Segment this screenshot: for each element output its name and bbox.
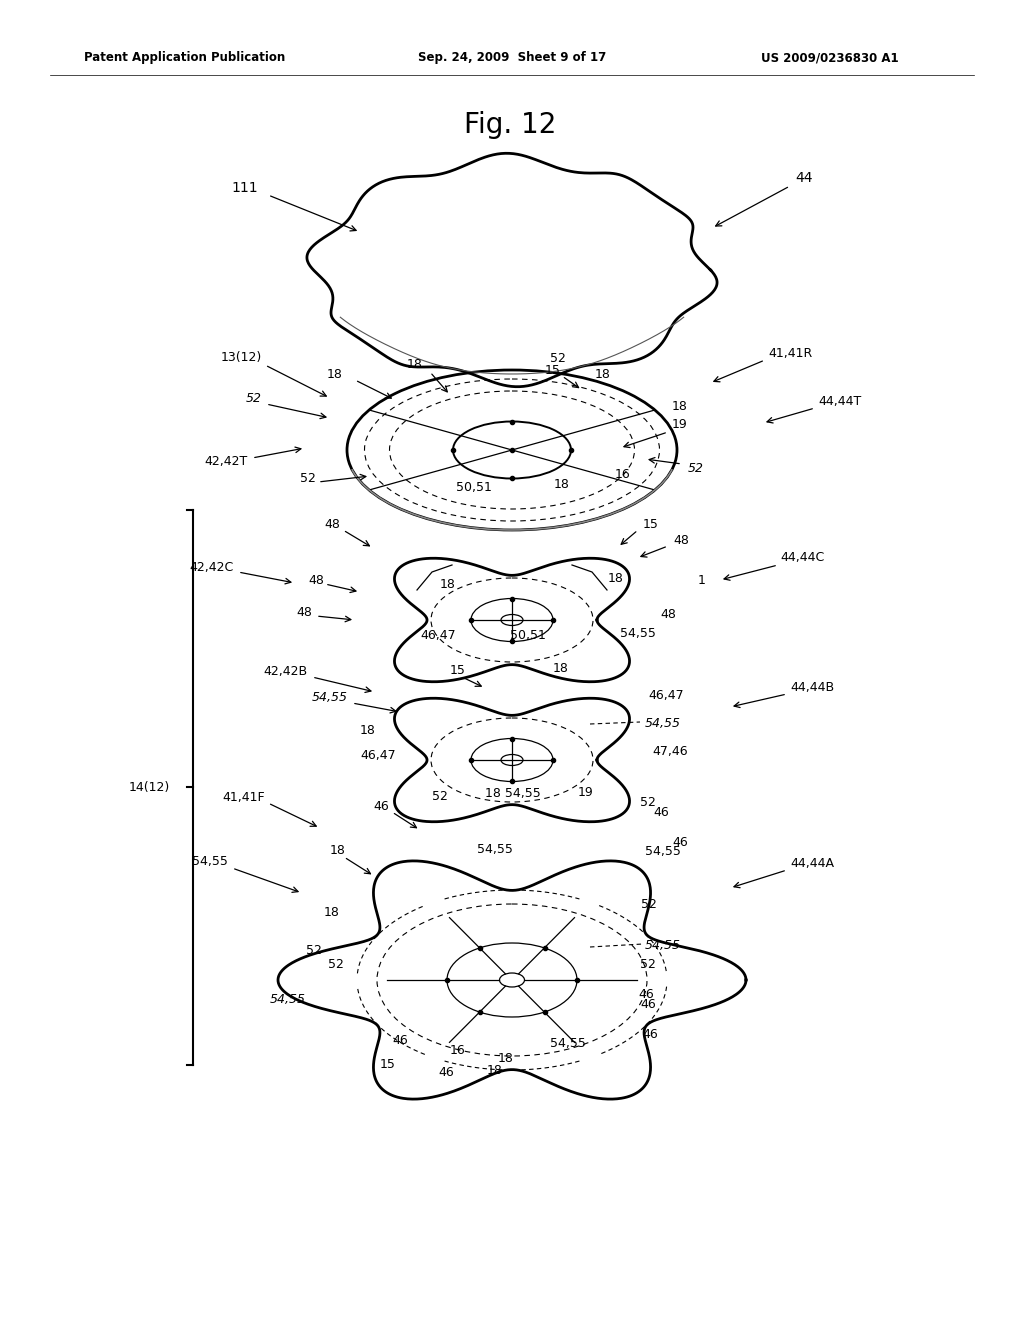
Text: 54,55: 54,55 xyxy=(550,1038,586,1051)
Text: 52: 52 xyxy=(550,351,566,364)
Text: 44,44T: 44,44T xyxy=(818,396,861,408)
Text: 42,42C: 42,42C xyxy=(189,561,234,573)
Text: 48: 48 xyxy=(296,606,312,619)
Text: 54,55: 54,55 xyxy=(620,627,656,640)
Text: 47,46: 47,46 xyxy=(652,746,688,759)
Text: 54,55: 54,55 xyxy=(312,692,348,705)
Text: Sep. 24, 2009  Sheet 9 of 17: Sep. 24, 2009 Sheet 9 of 17 xyxy=(418,51,606,65)
Text: 16: 16 xyxy=(615,467,631,480)
Text: 46: 46 xyxy=(392,1034,408,1047)
Text: 48: 48 xyxy=(308,573,324,586)
Text: 52: 52 xyxy=(432,789,447,803)
Text: 52: 52 xyxy=(300,471,315,484)
Text: 18: 18 xyxy=(554,478,570,491)
Text: 18 54,55: 18 54,55 xyxy=(485,787,541,800)
Text: 46: 46 xyxy=(640,998,655,1011)
Text: US 2009/0236830 A1: US 2009/0236830 A1 xyxy=(761,51,899,65)
Text: 48: 48 xyxy=(660,607,676,620)
Text: 52: 52 xyxy=(640,958,656,972)
Text: 42,42T: 42,42T xyxy=(205,455,248,469)
Text: 46: 46 xyxy=(438,1067,454,1080)
Text: 18: 18 xyxy=(608,572,624,585)
Text: 54,55: 54,55 xyxy=(645,845,681,858)
Text: 42,42B: 42,42B xyxy=(264,665,308,678)
Text: 46: 46 xyxy=(642,1028,657,1041)
Text: 44,44C: 44,44C xyxy=(780,552,824,565)
Text: 46: 46 xyxy=(672,836,688,849)
Text: 14(12): 14(12) xyxy=(129,780,170,793)
Text: 18: 18 xyxy=(440,578,456,591)
Text: 46: 46 xyxy=(373,800,389,813)
Text: 52: 52 xyxy=(641,899,656,912)
Text: 52: 52 xyxy=(246,392,262,404)
Text: 18: 18 xyxy=(487,1064,503,1077)
Text: 18: 18 xyxy=(498,1052,514,1064)
Text: 52: 52 xyxy=(306,944,322,957)
Text: 18: 18 xyxy=(595,368,611,381)
Text: 18: 18 xyxy=(327,368,343,381)
Text: 18: 18 xyxy=(360,723,376,737)
Text: 41,41F: 41,41F xyxy=(222,791,265,804)
Text: 15: 15 xyxy=(380,1059,396,1072)
Text: 46: 46 xyxy=(638,987,653,1001)
Text: 44: 44 xyxy=(795,172,812,185)
Text: 18: 18 xyxy=(553,661,569,675)
Text: 15: 15 xyxy=(545,363,561,376)
Text: 48: 48 xyxy=(673,533,689,546)
Text: 54,55: 54,55 xyxy=(193,855,228,869)
Text: 54,55: 54,55 xyxy=(477,842,513,855)
Text: 16: 16 xyxy=(450,1044,466,1056)
Text: 52: 52 xyxy=(328,958,344,972)
Text: 48: 48 xyxy=(325,517,340,531)
Text: 46,47: 46,47 xyxy=(360,750,395,763)
Text: 52: 52 xyxy=(640,796,656,809)
Text: 54,55: 54,55 xyxy=(270,994,306,1006)
Text: 18: 18 xyxy=(324,907,340,920)
Text: 111: 111 xyxy=(231,181,258,195)
Text: Patent Application Publication: Patent Application Publication xyxy=(84,51,286,65)
Text: 13(12): 13(12) xyxy=(221,351,262,364)
Text: 18: 18 xyxy=(330,845,346,858)
Text: 15: 15 xyxy=(450,664,466,677)
Text: Fig. 12: Fig. 12 xyxy=(464,111,556,139)
Text: 18: 18 xyxy=(408,359,423,371)
Text: 54,55: 54,55 xyxy=(645,717,681,730)
Text: 1: 1 xyxy=(698,573,706,586)
Text: 50,51: 50,51 xyxy=(456,480,492,494)
Text: 41,41R: 41,41R xyxy=(768,346,812,359)
Text: 44,44B: 44,44B xyxy=(790,681,835,693)
Text: 19: 19 xyxy=(578,787,594,800)
Text: 46,47: 46,47 xyxy=(420,628,456,642)
Text: 46,47: 46,47 xyxy=(648,689,684,702)
Text: 44,44A: 44,44A xyxy=(790,857,834,870)
Text: 19: 19 xyxy=(672,418,688,432)
Text: 46: 46 xyxy=(653,805,669,818)
Text: 52: 52 xyxy=(688,462,705,474)
Text: 54,55: 54,55 xyxy=(645,939,681,952)
Text: 50,51: 50,51 xyxy=(510,630,546,643)
Text: 18: 18 xyxy=(672,400,688,412)
Text: 15: 15 xyxy=(643,517,658,531)
